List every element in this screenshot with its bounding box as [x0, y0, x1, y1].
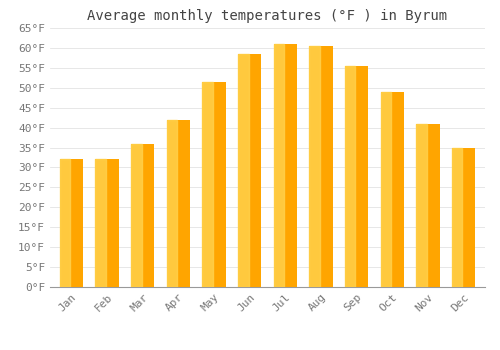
Bar: [380, 92, 391, 287]
Bar: [274, 44, 297, 287]
Bar: [452, 148, 462, 287]
Bar: [131, 144, 154, 287]
Bar: [202, 82, 226, 287]
Bar: [60, 160, 70, 287]
Bar: [345, 66, 356, 287]
Bar: [167, 120, 177, 287]
Bar: [310, 46, 332, 287]
Bar: [167, 120, 190, 287]
Bar: [345, 66, 368, 287]
Bar: [416, 124, 440, 287]
Bar: [238, 54, 262, 287]
Bar: [60, 160, 83, 287]
Bar: [96, 160, 106, 287]
Bar: [202, 82, 213, 287]
Bar: [310, 46, 320, 287]
Title: Average monthly temperatures (°F ) in Byrum: Average monthly temperatures (°F ) in By…: [88, 9, 448, 23]
Bar: [131, 144, 141, 287]
Bar: [274, 44, 284, 287]
Bar: [416, 124, 427, 287]
Bar: [96, 160, 118, 287]
Bar: [452, 148, 475, 287]
Bar: [380, 92, 404, 287]
Bar: [238, 54, 248, 287]
